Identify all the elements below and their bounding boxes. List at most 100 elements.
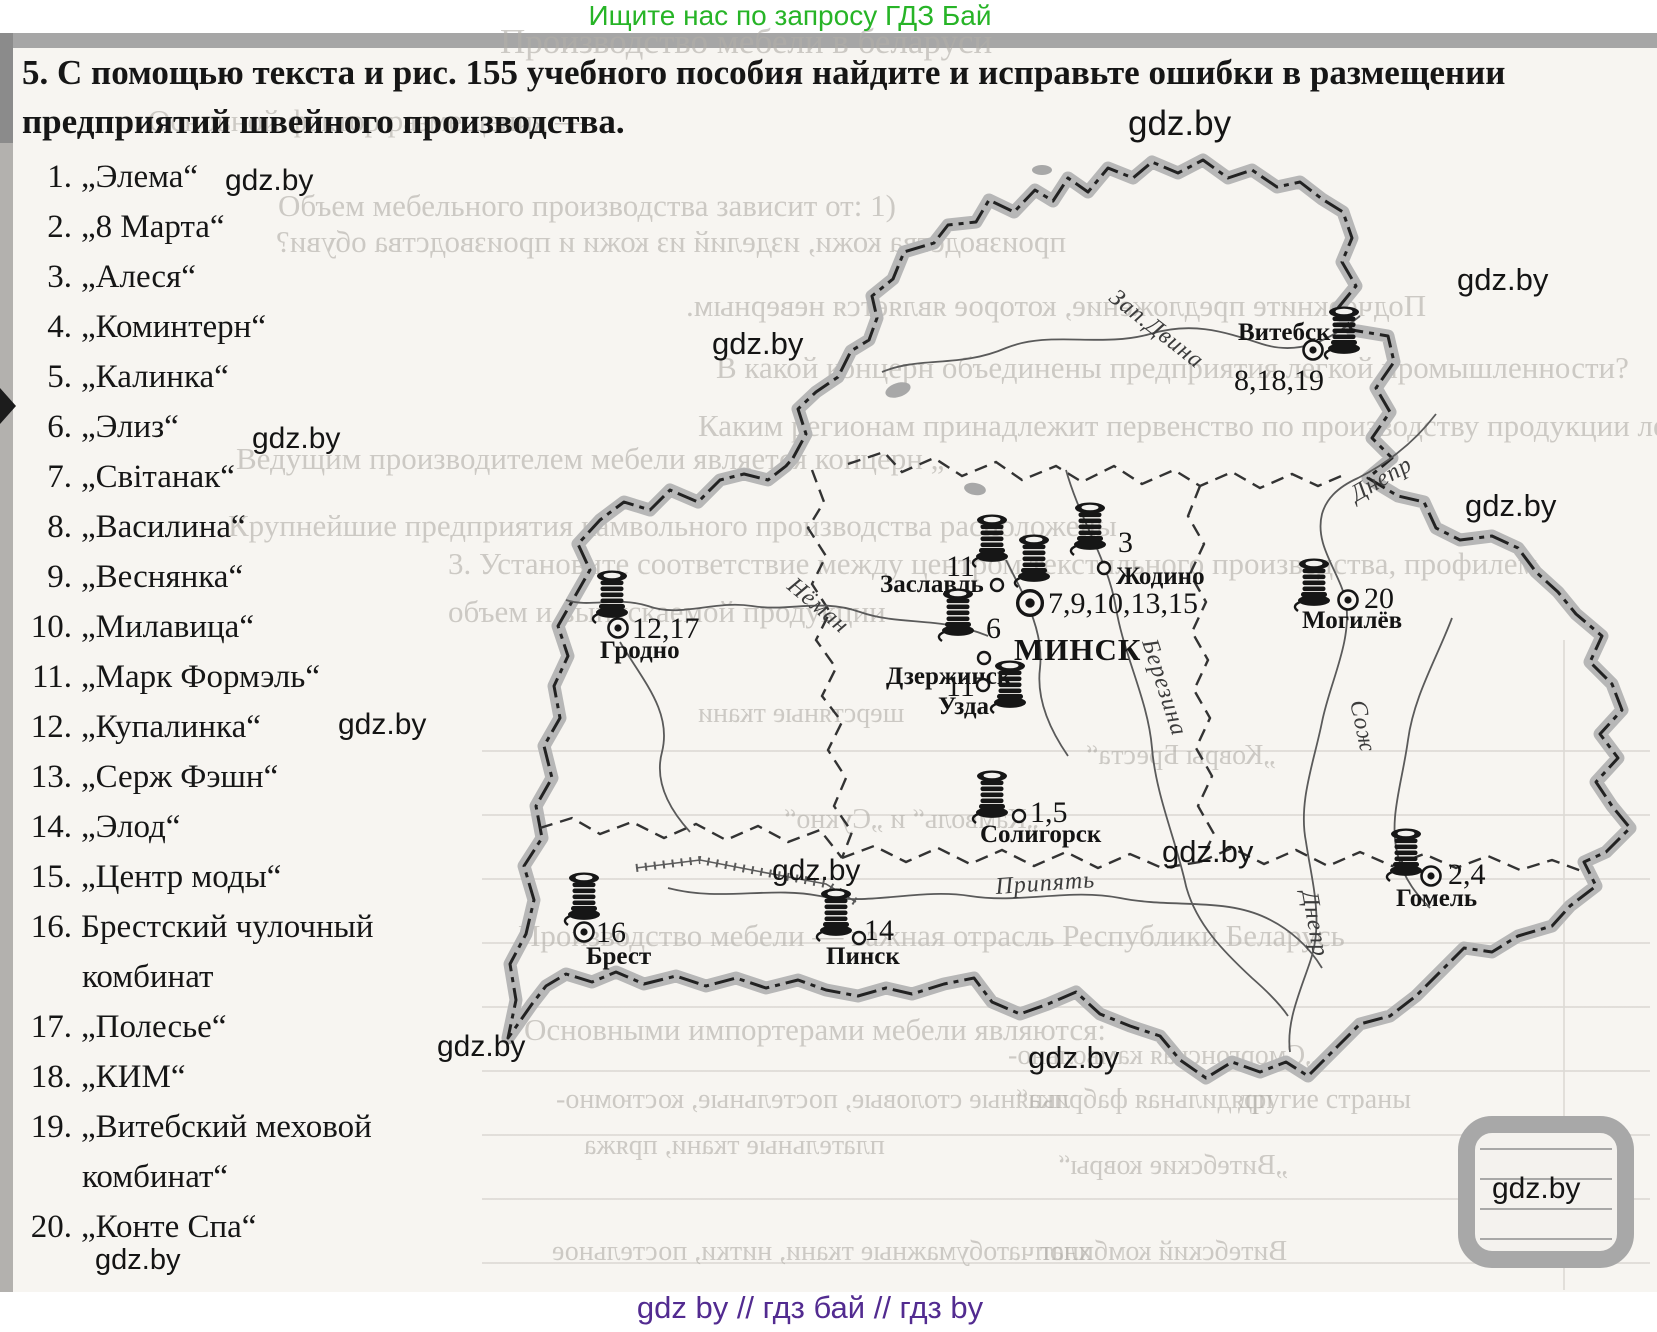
city-label: Жодино: [1116, 563, 1205, 590]
city-numbers: 1,5: [1030, 796, 1068, 829]
enterprise-number: 12.: [30, 709, 72, 745]
oblast-border-brest-north: [539, 816, 843, 859]
enterprise-number: 17.: [30, 1009, 72, 1045]
enterprise-list: 1. „Элема“ 2. „8 Марта“ 3. „Алеся“ 4. „Коминтер…: [16, 152, 448, 1252]
ghost-text: В какой концерн объединены предприятия л…: [716, 350, 1629, 385]
ghost-ruled-lines: [482, 688, 1650, 1288]
enterprise-name: „Милавица“: [81, 609, 254, 645]
enterprise-number: 1.: [47, 159, 72, 195]
city-uzda: Узда 11: [938, 659, 1028, 720]
river-label-sozh: Сож: [1344, 698, 1380, 755]
city-marker-grodno: [607, 617, 629, 639]
oblast-border-vitebsk: [847, 450, 1347, 490]
lake-naroch: [885, 382, 911, 398]
enterprise-item: 19. „Витебский меховой комбинат“: [16, 1102, 448, 1202]
ghost-vertical-rule: [1563, 640, 1565, 1290]
enterprise-number: 11.: [31, 659, 72, 695]
gdz-watermark: gdz.by: [338, 708, 427, 741]
city-gomel: Гомель 2,4: [1385, 827, 1486, 912]
enterprise-item: 7. „Свiтанак“: [16, 452, 448, 502]
city-numbers: 11: [946, 670, 975, 703]
stamp-line: [1480, 1178, 1612, 1180]
gdz-watermark: gdz.by: [772, 854, 861, 887]
enterprise-item: 15. „Центр моды“: [16, 852, 448, 902]
enterprise-item: 11. „Марк Формэль“: [16, 652, 448, 702]
enterprise-name: „Василина“: [81, 509, 246, 545]
gdz-watermark: gdz.by: [437, 1030, 526, 1063]
river-svisloch: [1005, 559, 1069, 757]
gdz-watermark: gdz.by: [1492, 1172, 1581, 1205]
enterprise-name: Брестский чулочный комбинат: [81, 909, 374, 995]
thread-spool-icon: [1069, 501, 1108, 557]
enterprise-number: 16.: [30, 909, 72, 945]
gdz-watermark: gdz.by: [225, 164, 314, 197]
oblast-border-minsk-mogilev: [1186, 485, 1216, 863]
enterprise-name: „Элиз“: [81, 409, 179, 445]
enterprise-name: „Калинка“: [81, 359, 229, 395]
enterprise-number: 3.: [47, 259, 72, 295]
enterprise-item: 2. „8 Марта“: [16, 202, 448, 252]
ghost-text: Производство мебели — важная отрасль Рес…: [518, 918, 1345, 953]
enterprise-number: 20.: [30, 1209, 72, 1245]
city-numbers: 2,4: [1448, 858, 1486, 891]
enterprise-number: 8.: [47, 509, 72, 545]
river-label-dnepr-lower: Днепр: [1296, 887, 1334, 959]
enterprise-number: 15.: [30, 859, 72, 895]
enterprise-item: 18. „КИМ“: [16, 1052, 448, 1102]
ghost-text: Основными импортерами мебели являются:: [524, 1012, 1106, 1047]
enterprise-name: „Свiтанак“: [81, 459, 235, 495]
enterprise-item: 12. „Купалинка“: [16, 702, 448, 752]
enterprise-number: 2.: [47, 209, 72, 245]
task-text: С помощью текста и рис. 155 учебного пос…: [22, 53, 1506, 141]
gdz-watermark: gdz.by: [1162, 834, 1254, 869]
city-numbers: 20: [1364, 582, 1394, 615]
oblast-border-grodno: [806, 469, 854, 859]
enterprise-item: 16. Брестский чулочный комбинат: [16, 902, 448, 1002]
river-label-neman: Нёман: [781, 572, 854, 639]
enterprise-name: „Полесье“: [81, 1009, 227, 1045]
enterprise-number: 9.: [47, 559, 72, 595]
enterprise-item: 20. „Конте Спа“: [16, 1202, 448, 1252]
task-number: 5.: [22, 53, 49, 92]
city-label: Узда: [938, 693, 990, 720]
city-zaslavl: Заславль 11: [880, 513, 1010, 598]
enterprise-name: „Центр моды“: [81, 859, 282, 895]
oblast-border-brest-gomel: [841, 844, 1201, 870]
enterprise-item: 14. „Элод“: [16, 802, 448, 852]
enterprise-item: 3. „Алеся“: [16, 252, 448, 302]
river-grodno-tributary: [619, 641, 691, 833]
country-border-line: [506, 158, 1632, 1080]
stamp-box: [1458, 1116, 1634, 1268]
city-label: Брест: [586, 943, 651, 970]
thread-spool-icon: [971, 769, 1010, 825]
river-pripyat: [667, 887, 1323, 969]
thread-spool-icon: [1293, 557, 1332, 613]
city-marker-brest: [573, 921, 595, 943]
enterprise-name: „Витебский меховой комбинат“: [81, 1109, 372, 1195]
lake-small-2: [1032, 165, 1052, 175]
enterprise-item: 17. „Полесье“: [16, 1002, 448, 1052]
page-edge-top: [0, 33, 1657, 48]
gdz-watermark: gdz.by: [95, 1244, 181, 1276]
ghost-text: Крупнейшие предприятия камвольного произ…: [228, 508, 1117, 543]
enterprise-number: 19.: [30, 1109, 72, 1145]
city-label: Гомель: [1396, 885, 1477, 912]
enterprise-item: 9. „Веснянка“: [16, 552, 448, 602]
ghost-text: Каким регионам принадлежит первенство по…: [698, 408, 1657, 443]
enterprise-name: „Элема“: [81, 159, 199, 195]
enterprise-item: 5. „Калинка“: [16, 352, 448, 402]
river-zap-dvina: [881, 315, 1361, 373]
oblast-border-gomel-north: [1199, 846, 1585, 874]
city-zhodino: Жодино 3: [1069, 501, 1205, 590]
city-label: Могилёв: [1302, 607, 1402, 634]
thread-spool-icon: [1013, 533, 1052, 589]
city-numbers: 14: [864, 914, 894, 947]
promo-banner-bottom: gdz by // гдз бай // гдз by: [636, 1290, 984, 1325]
city-numbers: 3: [1118, 526, 1133, 559]
river-neman: [565, 599, 989, 637]
city-numbers: 11: [946, 550, 975, 583]
city-marker-gomel: [1420, 865, 1442, 887]
city-numbers: 6: [986, 612, 1001, 645]
city-grodno: Гродно 12,17: [591, 569, 700, 664]
